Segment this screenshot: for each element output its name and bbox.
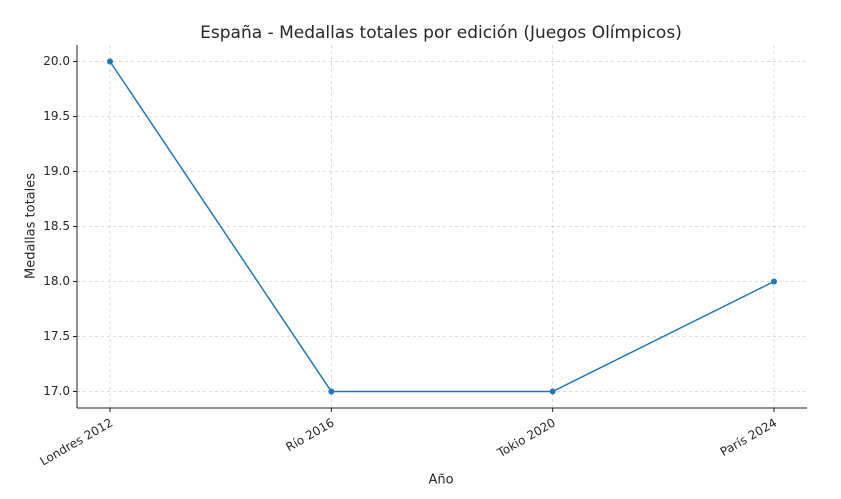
line bbox=[109, 61, 775, 393]
y-axis-label: Medallas totales bbox=[24, 173, 39, 279]
y-tick-label: 18.0 bbox=[43, 274, 70, 288]
y-tick-label: 20.0 bbox=[43, 54, 70, 68]
y-tick-label: 17.0 bbox=[43, 384, 70, 398]
point bbox=[107, 58, 113, 65]
point bbox=[549, 388, 556, 395]
point bbox=[328, 388, 335, 395]
x-tick-label: Londres 2012 bbox=[37, 416, 115, 469]
x-tick-label: París 2024 bbox=[718, 416, 780, 460]
y-tick-label: 19.0 bbox=[43, 164, 70, 178]
x-axis-label: Año bbox=[428, 473, 453, 488]
x-tick-label: Río 2016 bbox=[283, 416, 336, 455]
point bbox=[771, 278, 777, 285]
y-tick-label: 19.5 bbox=[43, 109, 70, 123]
y-tick-label: 18.5 bbox=[43, 219, 70, 233]
y-tick-label: 17.5 bbox=[43, 329, 70, 343]
chart-title: España - Medallas totales por edición (J… bbox=[200, 23, 682, 43]
x-tick-label: Tokio 2020 bbox=[494, 416, 558, 461]
